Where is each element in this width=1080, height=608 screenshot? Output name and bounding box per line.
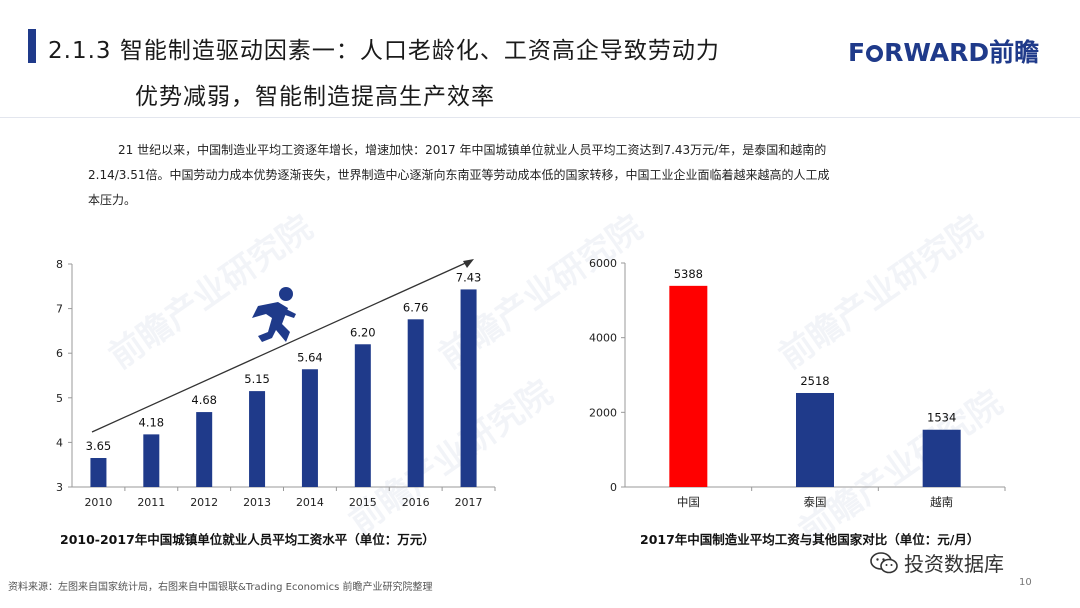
data-label: 2518 [800, 374, 829, 388]
bar [669, 285, 708, 487]
page-title-line-1: 2.1.3 智能制造驱动因素一：人口老龄化、工资高企导致劳动力 [48, 38, 720, 64]
page-number: 10 [1019, 577, 1032, 588]
running-man-icon [252, 287, 296, 342]
forward-logo: F RWARD前瞻 [848, 33, 1039, 69]
wechat-icon [870, 552, 898, 574]
trend-arrow-head [463, 259, 474, 268]
x-tick-label: 2012 [190, 496, 218, 509]
x-tick-label: 2013 [243, 496, 271, 509]
x-tick-label: 2011 [137, 496, 165, 509]
data-label: 6.76 [403, 300, 429, 314]
body-paragraph-line-3: 本压力。 [88, 193, 137, 207]
logo-text-pre: F [848, 38, 866, 67]
data-label: 5.15 [244, 372, 270, 386]
bar [460, 289, 477, 487]
x-tick-label: 2010 [84, 496, 112, 509]
y-tick-label: 5 [56, 392, 63, 405]
bar [407, 319, 424, 487]
bar [249, 391, 266, 487]
x-tick-label: 2017 [455, 496, 483, 509]
data-label: 7.43 [456, 270, 482, 284]
body-paragraph-line-2: 2.14/3.51倍。中国劳动力成本优势逐渐丧失，世界制造中心逐渐向东南亚等劳动… [88, 168, 830, 182]
data-label: 1534 [927, 411, 956, 425]
wage-trend-bar-chart: 3 4 5 6 7 8 2010 2011 2012 2013 2014 2015 2016 2017 3… [56, 258, 496, 509]
logo-text-post: RWARD前瞻 [884, 38, 1040, 67]
bar [796, 392, 834, 487]
bar [354, 344, 371, 487]
data-label: 5.64 [297, 350, 323, 364]
bar [301, 369, 318, 487]
x-tick-label: 中国 [677, 495, 700, 509]
header-divider [0, 117, 1080, 118]
y-tick-label: 6 [56, 347, 63, 360]
right-chart-caption: 2017年中国制造业平均工资与其他国家对比（单位：元/月） [640, 532, 980, 547]
x-tick-label: 2014 [296, 496, 324, 509]
logo-o-ring [866, 45, 884, 62]
trend-arrow-line [91, 260, 471, 433]
data-label: 3.65 [86, 439, 112, 453]
y-tick-label: 2000 [589, 406, 617, 419]
body-paragraph-line-1: 21 世纪以来，中国制造业平均工资逐年增长，增速加快：2017 年中国城镇单位就… [118, 143, 827, 157]
data-label: 5388 [674, 267, 703, 281]
bar [196, 412, 213, 487]
y-tick-label: 6000 [589, 257, 617, 270]
bar [143, 434, 160, 487]
bar [922, 429, 961, 487]
bar [90, 458, 107, 487]
wechat-label: 投资数据库 [904, 552, 1004, 576]
y-tick-label: 7 [56, 303, 63, 316]
x-tick-label: 2015 [349, 496, 377, 509]
x-tick-label: 泰国 [804, 495, 827, 509]
y-tick-label: 8 [56, 258, 63, 271]
x-tick-label: 越南 [930, 495, 953, 509]
data-label: 4.18 [139, 415, 165, 429]
wechat-badge: 投资数据库 [870, 548, 1004, 577]
left-chart-caption: 2010-2017年中国城镇单位就业人员平均工资水平（单位：万元） [60, 532, 435, 547]
y-tick-label: 4000 [589, 332, 617, 345]
data-label: 6.20 [350, 325, 376, 339]
wage-comparison-bar-chart: 0 2000 4000 6000 中国 泰国 越南 5388 2518 1534 [589, 257, 1006, 509]
data-label: 4.68 [191, 393, 217, 407]
y-tick-label: 3 [56, 481, 63, 494]
page-title-line-2: 优势减弱，智能制造提高生产效率 [135, 84, 495, 110]
y-tick-label: 4 [56, 436, 63, 449]
title-accent-bar [28, 29, 36, 63]
source-note: 资料来源：左图来自国家统计局，右图来自中国银联&Trading Economic… [8, 582, 433, 593]
x-tick-label: 2016 [402, 496, 430, 509]
y-tick-label: 0 [610, 481, 617, 494]
